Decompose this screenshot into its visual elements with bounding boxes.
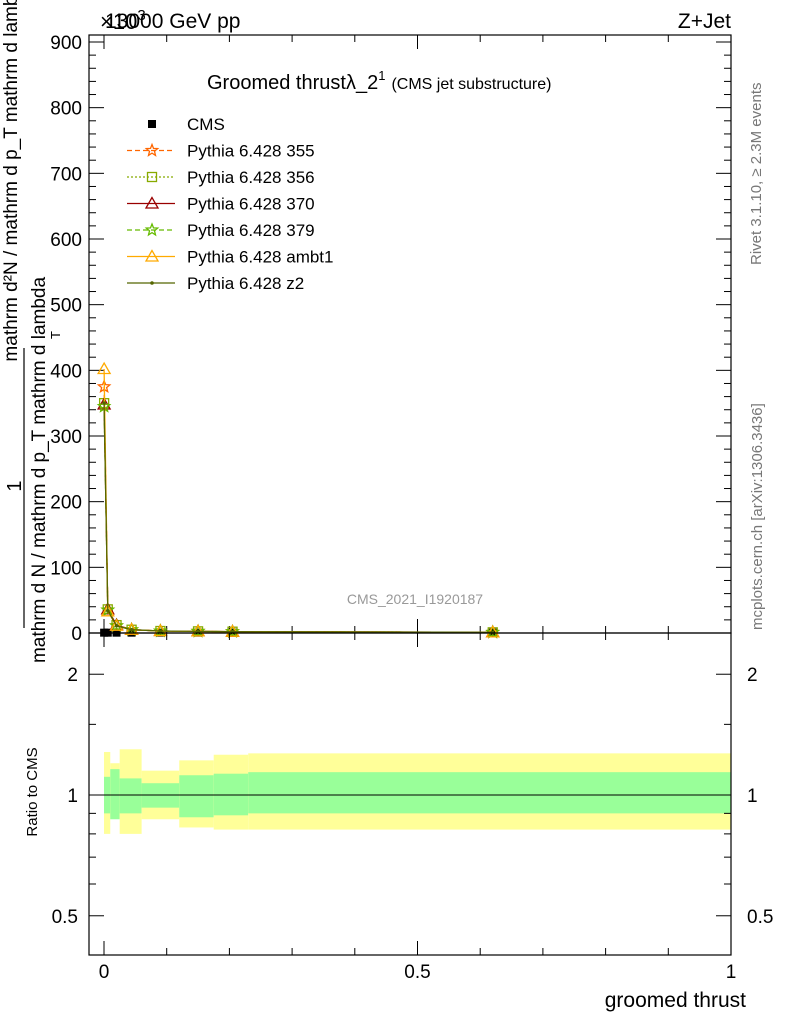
y-tick-label: 200 bbox=[50, 493, 82, 514]
legend: CMS Pythia 6.428 355 Pythia 6.428 356 Pythi… bbox=[127, 115, 333, 293]
ylabel-subscript: T bbox=[48, 331, 63, 339]
ylabel-denominator: mathrm d N / mathrm d p_T mathrm d lambd… bbox=[29, 277, 50, 664]
y-tick-label: 800 bbox=[50, 99, 82, 120]
main-panel: CMS_2021_I1920187 Groomed thrustλ_21(CMS… bbox=[1, 0, 732, 664]
y-tick-label: 600 bbox=[50, 230, 82, 251]
data-point-4 bbox=[124, 621, 139, 637]
data-point-6 bbox=[105, 608, 110, 613]
ratio-frame bbox=[88, 632, 732, 956]
legend-label: Pythia 6.428 z2 bbox=[187, 274, 304, 293]
ratio-y-axis: 0.5 0.5 1 1 2 2 bbox=[52, 665, 774, 928]
data-point-5 bbox=[225, 624, 240, 637]
stat-uncertainty-band bbox=[119, 778, 142, 814]
y-tick-label: 900 bbox=[50, 33, 82, 54]
main-frame bbox=[88, 34, 732, 634]
data-point-4 bbox=[190, 623, 206, 638]
legend-marker bbox=[146, 171, 158, 183]
data-point-6 bbox=[102, 401, 106, 405]
ratio-x-axis: 0 0.5 1 bbox=[99, 633, 737, 983]
data-point-6 bbox=[490, 630, 495, 635]
y-tick-label: 700 bbox=[50, 164, 82, 185]
ylabel-numerator: 1 bbox=[4, 480, 26, 491]
legend-marker bbox=[144, 222, 160, 237]
ratio-panel: 0.5 0.51 12 2 0 0.5 1 Ratio to CMS groomed th… bbox=[24, 632, 774, 1012]
data-point-5 bbox=[485, 625, 500, 638]
legend-marker bbox=[148, 120, 156, 128]
y-tick-label: 400 bbox=[50, 361, 82, 382]
watermark: CMS_2021_I1920187 bbox=[347, 591, 483, 607]
data-point-4 bbox=[225, 623, 240, 638]
legend-marker bbox=[144, 249, 160, 262]
data-point-4 bbox=[109, 618, 124, 633]
x-tick-label: 0.5 bbox=[404, 962, 430, 983]
legend-marker bbox=[144, 196, 160, 209]
stat-uncertainty-band bbox=[248, 772, 731, 814]
ratio-y-tick-label: 2 bbox=[67, 665, 78, 686]
ratio-y-tick-label-right: 0.5 bbox=[747, 907, 773, 928]
rivet-label: Rivet 3.1.10, ≥ 2.3M events bbox=[748, 83, 765, 266]
y-tick-label: 300 bbox=[50, 427, 82, 448]
ratio-ylabel: Ratio to CMS bbox=[24, 747, 41, 836]
data-point-5 bbox=[190, 624, 206, 637]
data-point-6 bbox=[158, 629, 163, 633]
series-line-6 bbox=[103, 403, 493, 633]
stat-uncertainty-band bbox=[179, 775, 214, 818]
data-point-6 bbox=[196, 629, 200, 634]
ratio-y-tick-label: 1 bbox=[67, 786, 78, 807]
data-point-6 bbox=[129, 627, 134, 632]
xlabel: groomed thrust bbox=[605, 989, 746, 1012]
data-point-4 bbox=[100, 602, 116, 617]
stat-uncertainty-band bbox=[110, 769, 120, 820]
x-tick-label: 0 bbox=[99, 962, 110, 983]
ratio-y-tick-label-right: 2 bbox=[747, 665, 758, 686]
legend-label: CMS bbox=[187, 115, 225, 134]
legend-marker bbox=[150, 281, 154, 285]
y-tick-label: 0 bbox=[71, 624, 82, 645]
legend-label: Pythia 6.428 355 bbox=[187, 142, 315, 161]
ratio-y-tick-label: 0.5 bbox=[52, 907, 78, 928]
y-tick-label: 500 bbox=[50, 296, 82, 317]
data-point-6 bbox=[114, 623, 119, 628]
y-tick-label: 100 bbox=[50, 558, 82, 579]
process-label: Z+Jet bbox=[678, 10, 731, 33]
ylabel-main: mathrm d²N / mathrm d p_T mathrm d lambd… bbox=[1, 0, 22, 362]
legend-label: Pythia 6.428 356 bbox=[187, 168, 315, 187]
data-point-5 bbox=[100, 604, 115, 617]
legend-label: Pythia 6.428 370 bbox=[187, 195, 315, 214]
legend-marker bbox=[144, 142, 160, 157]
mcplots-label: mcplots.cern.ch [arXiv:1306.3436] bbox=[749, 403, 766, 630]
exponent-label: ×103 bbox=[100, 7, 146, 34]
data-point-5 bbox=[97, 361, 112, 375]
energy-label: 13000 GeV pp bbox=[105, 10, 240, 33]
legend-label: Pythia 6.428 379 bbox=[187, 221, 315, 240]
legend-label: Pythia 6.428 ambt1 bbox=[187, 248, 333, 267]
data-point-4 bbox=[485, 624, 501, 639]
ratio-bands bbox=[104, 749, 731, 834]
x-tick-label: 1 bbox=[726, 962, 737, 983]
data-point-5 bbox=[109, 618, 124, 631]
ratio-y-tick-label-right: 1 bbox=[747, 786, 758, 807]
chart-title: Groomed thrustλ_21(CMS jet substructure) bbox=[207, 68, 551, 94]
